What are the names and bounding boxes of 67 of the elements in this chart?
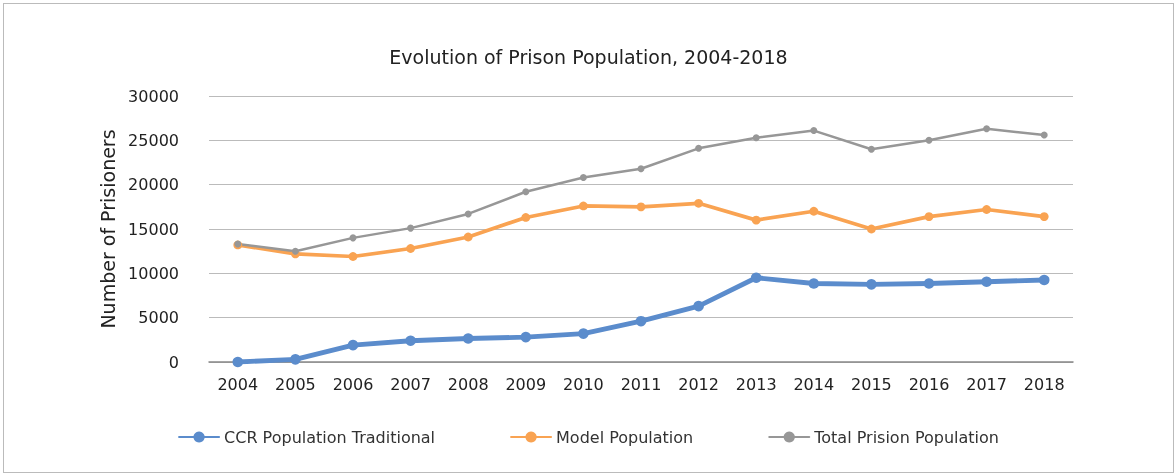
x-tick-label: 2017 bbox=[966, 374, 1007, 394]
point bbox=[695, 144, 703, 152]
y-tick-label: 15000 bbox=[128, 219, 179, 239]
y-tick-label: 10000 bbox=[128, 263, 179, 283]
y-tick-label: 5000 bbox=[138, 308, 179, 328]
point bbox=[232, 356, 244, 368]
x-tick-label: 2016 bbox=[908, 374, 950, 394]
x-tick-label: 2006 bbox=[332, 374, 374, 394]
point bbox=[867, 145, 875, 153]
point bbox=[291, 247, 299, 255]
y-tick-label: 30000 bbox=[128, 86, 179, 106]
x-tick-label: 2009 bbox=[505, 374, 547, 394]
point bbox=[751, 215, 761, 225]
point bbox=[521, 213, 531, 222]
point bbox=[290, 354, 301, 365]
point bbox=[810, 127, 818, 135]
point bbox=[579, 174, 587, 182]
point bbox=[637, 165, 645, 173]
y-tick-label: 20000 bbox=[128, 175, 179, 195]
point bbox=[1039, 212, 1049, 221]
x-tick-label: 2018 bbox=[1023, 374, 1065, 394]
point bbox=[809, 206, 819, 216]
y-tick-label: 25000 bbox=[128, 130, 179, 150]
point bbox=[866, 279, 877, 290]
legend-label: Total Prision Population bbox=[813, 427, 999, 447]
point bbox=[752, 134, 760, 142]
x-tick-label: 2012 bbox=[678, 374, 719, 394]
point bbox=[463, 232, 473, 242]
point bbox=[867, 224, 876, 234]
point bbox=[464, 210, 472, 218]
point bbox=[405, 335, 416, 347]
point bbox=[925, 136, 933, 144]
point bbox=[636, 202, 646, 212]
x-tick-label: 2008 bbox=[447, 374, 489, 394]
point bbox=[522, 188, 530, 196]
point bbox=[982, 205, 991, 214]
point bbox=[693, 300, 704, 312]
point bbox=[520, 331, 532, 343]
x-tick-label: 2011 bbox=[620, 374, 662, 394]
point bbox=[983, 125, 991, 133]
x-tick-label: 2014 bbox=[793, 374, 835, 394]
x-tick-label: 2013 bbox=[735, 374, 777, 394]
point bbox=[579, 201, 588, 211]
x-tick-label: 2010 bbox=[563, 374, 604, 394]
legend-label: CCR Population Traditional bbox=[224, 427, 436, 447]
point bbox=[981, 276, 992, 288]
y-axis-title: Number of Prisioners bbox=[96, 129, 119, 329]
point bbox=[635, 315, 647, 327]
chart-title: Evolution of Prison Population, 2004-2018 bbox=[389, 45, 788, 68]
point bbox=[348, 252, 358, 261]
x-tick-label: 2007 bbox=[390, 374, 431, 394]
point bbox=[808, 278, 820, 289]
point bbox=[1038, 274, 1050, 286]
point bbox=[347, 339, 359, 351]
x-tick-label: 2015 bbox=[851, 374, 892, 394]
point bbox=[750, 272, 762, 284]
legend-label: Model Population bbox=[556, 427, 694, 447]
x-tick-label: 2004 bbox=[217, 374, 259, 394]
point bbox=[407, 224, 415, 232]
point bbox=[578, 328, 589, 339]
x-tick-label: 2005 bbox=[275, 374, 316, 394]
point bbox=[924, 212, 934, 221]
point bbox=[406, 244, 415, 253]
point bbox=[923, 278, 935, 289]
point bbox=[694, 198, 703, 208]
y-tick-label: 0 bbox=[168, 352, 179, 372]
point bbox=[462, 333, 474, 344]
